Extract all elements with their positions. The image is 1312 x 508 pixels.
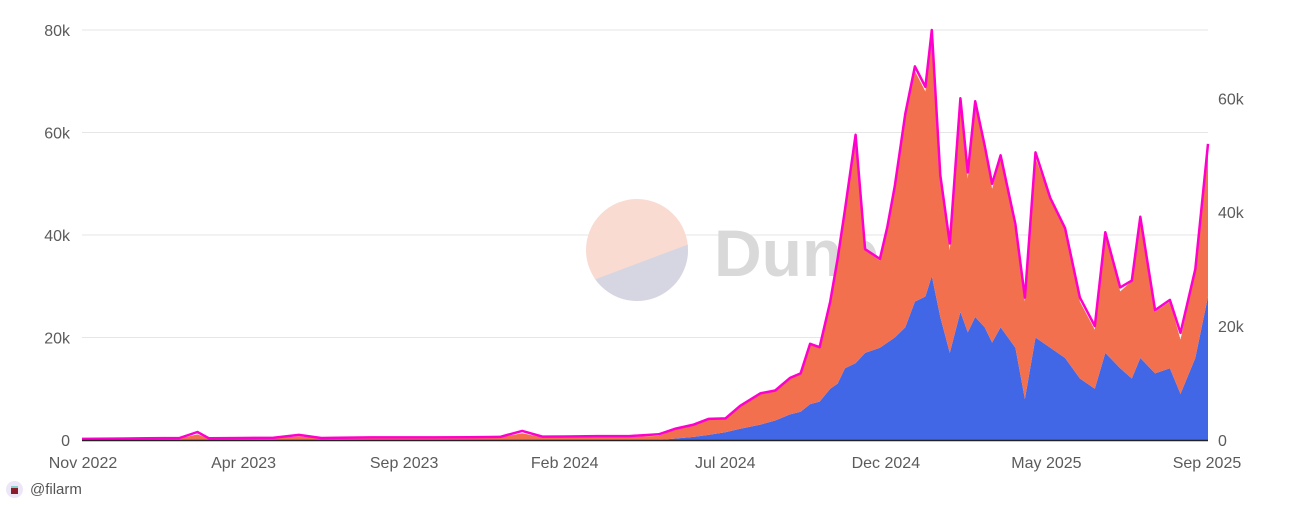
x-tick-label: Apr 2023 — [211, 455, 276, 472]
x-tick-label: Feb 2024 — [531, 455, 599, 472]
y-right-tick-label: 40k — [1218, 205, 1245, 222]
avatar-icon — [11, 485, 18, 494]
x-tick-label: Dec 2024 — [852, 455, 921, 472]
y-left-tick-label: 20k — [44, 331, 71, 348]
y-left-tick-label: 40k — [44, 228, 71, 245]
x-tick-label: Nov 2022 — [49, 455, 118, 472]
y-left-tick-label: 0 — [61, 433, 70, 450]
avatar[interactable] — [6, 481, 23, 498]
x-tick-label: Sep 2023 — [370, 455, 439, 472]
series-area-0 — [82, 276, 1208, 440]
series-line-2 — [81, 28, 1210, 441]
y-left-tick-label: 80k — [44, 23, 71, 40]
footer: @filarm — [6, 481, 82, 498]
x-tick-label: May 2025 — [1011, 455, 1081, 472]
x-tick-label: Sep 2025 — [1173, 455, 1242, 472]
y-left-tick-label: 60k — [44, 126, 71, 143]
y-right-tick-label: 20k — [1218, 319, 1245, 336]
y-right-tick-label: 60k — [1218, 91, 1245, 108]
y-right-tick-label: 0 — [1218, 433, 1227, 450]
author-handle[interactable]: @filarm — [30, 481, 82, 498]
x-tick-label: Jul 2024 — [695, 455, 756, 472]
series-area-1 — [82, 30, 1208, 440]
